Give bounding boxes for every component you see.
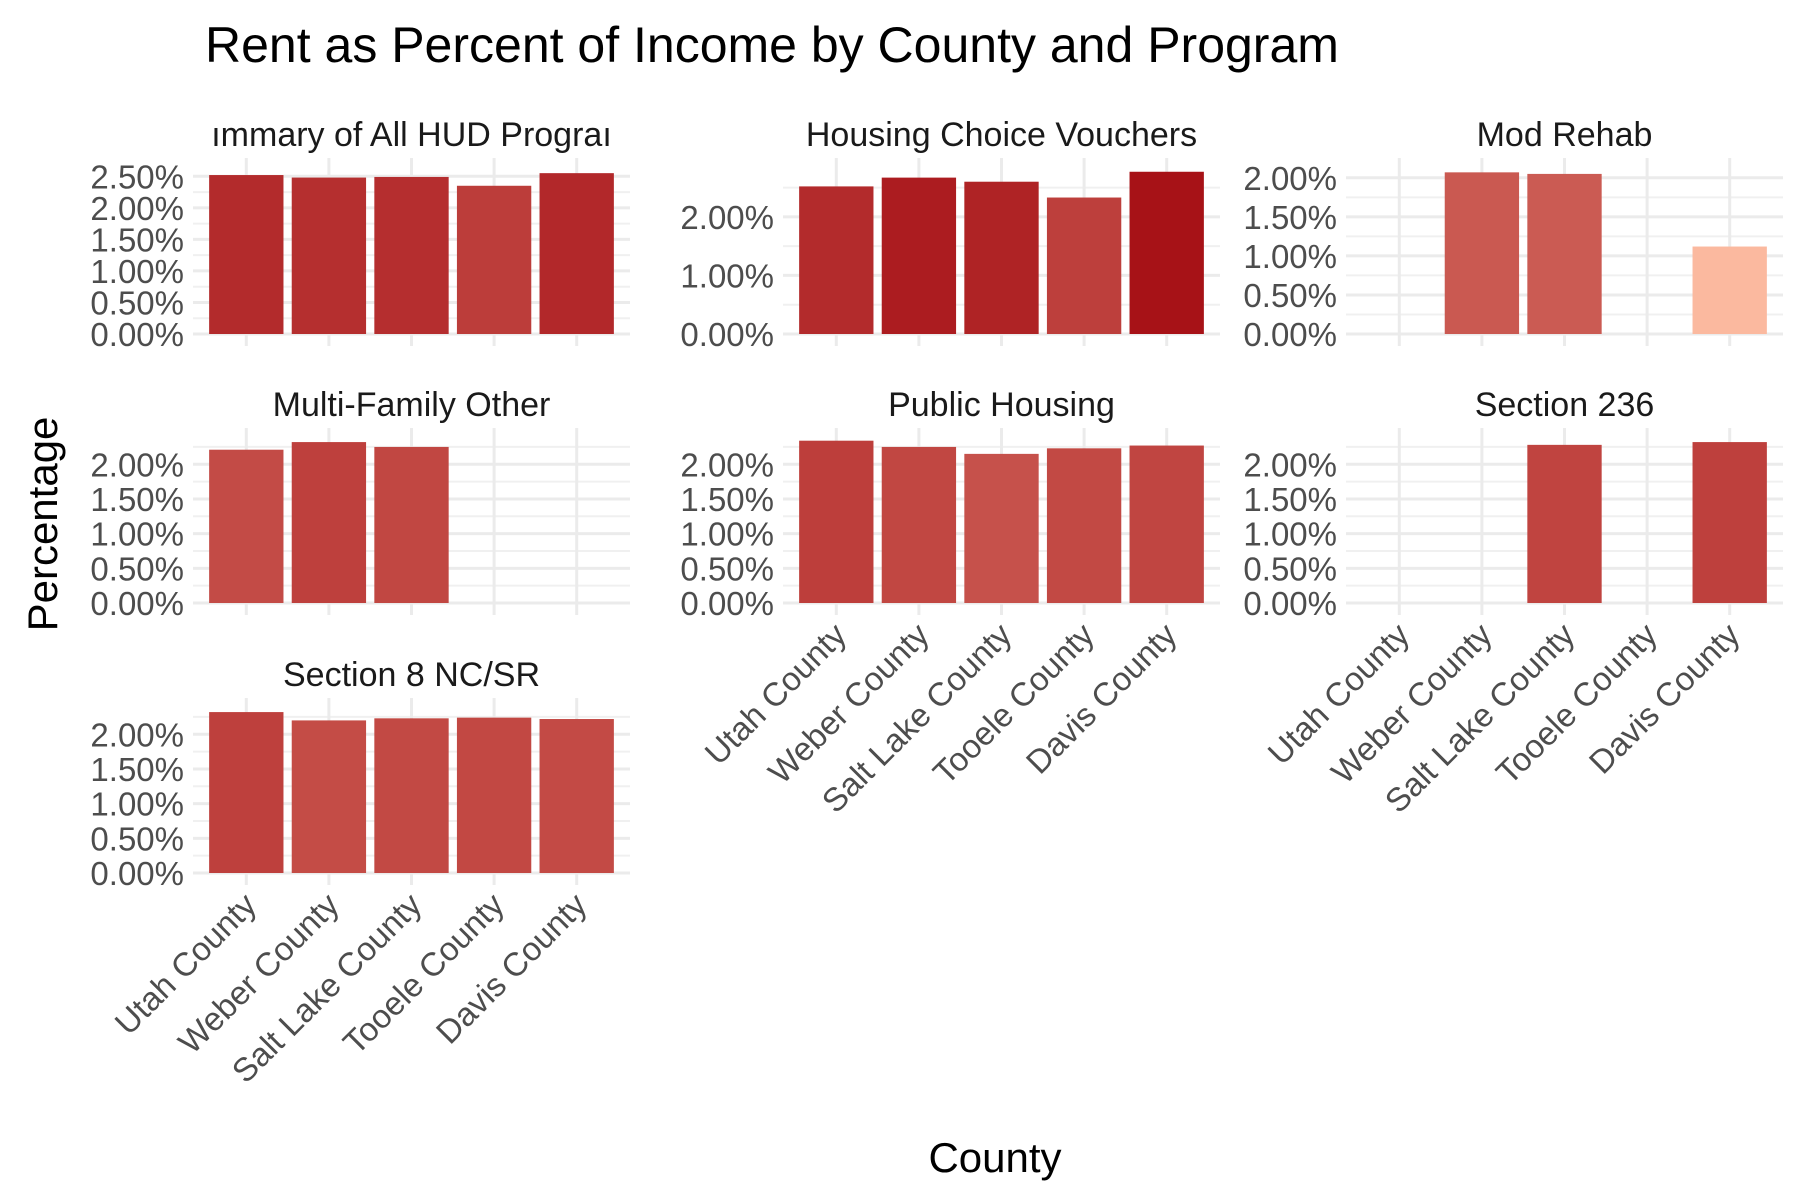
y-axis-title: Percentage [19,417,66,632]
y-tick-label: 1.50% [1243,481,1337,518]
x-axis-title: County [928,1134,1061,1181]
y-tick-label: 2.00% [90,190,184,227]
y-tick-label: 0.00% [90,316,184,353]
y-tick-label: 0.50% [1243,550,1337,587]
bar-salt-lake-county [1527,173,1602,334]
bar-weber-county [1444,172,1520,334]
y-tick-label: 2.50% [90,158,184,195]
panel-strip-label: Multi-Family Other [273,386,551,424]
panel-strip-label: ımmary of All HUD Prograı [211,116,612,154]
y-tick-label: 1.50% [680,481,774,518]
y-tick-label: 1.00% [680,516,774,553]
panel-summary-of-all-hud-programs: ımmary of All HUD Prograı 0.00%0.50%1.00%… [90,116,630,353]
panel-strip-label: Section 8 NC/SR [283,656,540,694]
bar-davis-county [1692,246,1767,334]
bar-utah-county [209,712,284,873]
y-tick-label: 1.50% [90,481,184,518]
y-tick-label: 1.50% [1243,199,1337,236]
bar-tooele-county [1046,448,1122,603]
panel-strip-label: Mod Rehab [1477,116,1653,154]
y-tick-label: 2.00% [680,446,774,483]
bar-weber-county [291,177,367,334]
y-tick-label: 0.00% [90,585,184,622]
bar-tooele-county [456,717,532,873]
y-tick-label: 1.00% [90,786,184,823]
bar-davis-county [1692,442,1767,603]
bar-salt-lake-county [964,453,1039,603]
panel-strip-label: Housing Choice Vouchers [806,116,1197,154]
bar-weber-county [291,720,367,873]
y-tick-label: 0.50% [90,820,184,857]
y-tick-label: 0.00% [680,585,774,622]
panel-strip-label: Public Housing [888,386,1115,424]
y-tick-label: 1.00% [90,516,184,553]
panel-housing-choice-vouchers: Housing Choice Vouchers 0.00% 1.00% 2.00% [680,116,1220,353]
y-tick-label: 0.50% [90,550,184,587]
y-tick-label: 0.50% [1243,277,1337,314]
bar-salt-lake-county [374,446,449,603]
bar-davis-county [539,719,614,873]
chart-title: Rent as Percent of Income by County and … [205,17,1339,73]
bar-utah-county [209,449,284,603]
y-tick-label: 1.00% [1243,516,1337,553]
y-tick-label: 1.00% [90,253,184,290]
y-tick-label: 0.00% [1243,585,1337,622]
y-tick-label: 0.50% [680,550,774,587]
bar-salt-lake-county [964,181,1039,334]
bar-davis-county [1129,445,1204,603]
y-tick-label: 2.00% [680,199,774,236]
y-tick-label: 2.00% [1243,446,1337,483]
bar-tooele-county [1046,197,1122,334]
y-tick-label: 2.00% [90,716,184,753]
y-tick-label: 0.00% [90,855,184,892]
bar-tooele-county [456,185,532,334]
bar-salt-lake-county [1527,444,1602,603]
bar-utah-county [799,186,874,334]
y-tick-label: 1.00% [680,257,774,294]
bar-weber-county [291,442,367,603]
y-tick-label: 0.00% [680,316,774,353]
bar-salt-lake-county [374,176,449,334]
bar-utah-county [209,175,284,334]
y-tick-label: 1.50% [90,221,184,258]
y-tick-label: 1.50% [90,751,184,788]
y-tick-label: 0.00% [1243,316,1337,353]
panel-multi-family-other: Multi-Family Other 0.00%0.50%1.00%1.50%2.… [90,386,630,622]
bar-weber-county [881,446,957,603]
bar-weber-county [881,177,957,334]
bar-utah-county [799,440,874,603]
y-tick-label: 0.50% [90,284,184,321]
y-tick-label: 2.00% [1243,160,1337,197]
panel-strip-label: Section 236 [1475,386,1655,424]
bar-davis-county [1129,171,1204,334]
y-tick-label: 1.00% [1243,238,1337,275]
y-tick-label: 2.00% [90,446,184,483]
panel-mod-rehab: Mod Rehab 0.00%0.50%1.00%1.50%2.00% [1243,116,1783,353]
bar-davis-county [539,173,614,334]
bar-salt-lake-county [374,718,449,873]
